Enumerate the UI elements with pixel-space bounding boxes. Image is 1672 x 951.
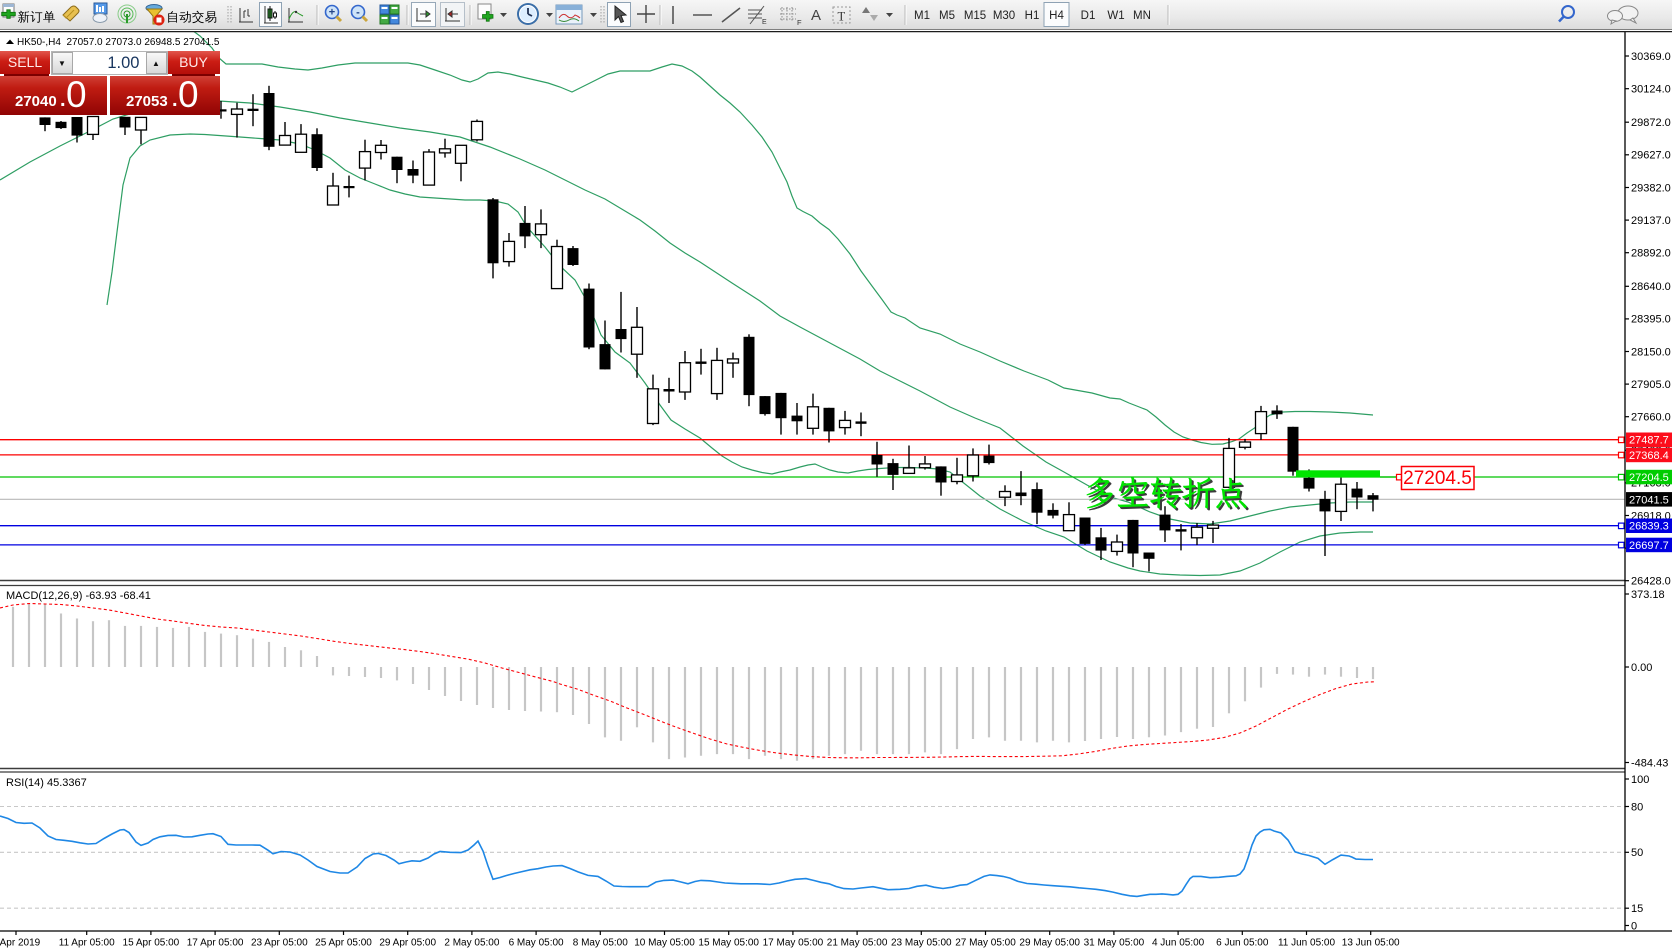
svg-text:HK50-,H4 27057.0 27073.0 2694: HK50-,H4 27057.0 27073.0 26948.5 27041.5: [17, 37, 220, 48]
svg-text:29 May 05:00: 29 May 05:00: [1019, 938, 1080, 949]
svg-text:30369.0: 30369.0: [1631, 51, 1671, 63]
svg-text:27660.0: 27660.0: [1631, 412, 1671, 424]
svg-text:10 May 05:00: 10 May 05:00: [634, 938, 695, 949]
svg-text:F: F: [797, 18, 802, 27]
svg-text:31 May 05:00: 31 May 05:00: [1084, 938, 1145, 949]
svg-text:23 May 05:00: 23 May 05:00: [891, 938, 952, 949]
svg-text:27905.0: 27905.0: [1631, 379, 1671, 391]
svg-text:28150.0: 28150.0: [1631, 346, 1671, 358]
svg-text:RSI(14) 45.3367: RSI(14) 45.3367: [6, 777, 87, 789]
svg-text:0: 0: [1631, 920, 1637, 932]
svg-text:E: E: [762, 19, 767, 26]
svg-text:27 May 05:00: 27 May 05:00: [955, 938, 1016, 949]
svg-text:MACD(12,26,9) -63.93 -68.41: MACD(12,26,9) -63.93 -68.41: [6, 590, 151, 602]
svg-text:17 Apr 05:00: 17 Apr 05:00: [187, 938, 244, 949]
svg-text:-484.43: -484.43: [1631, 757, 1668, 769]
svg-text:30124.0: 30124.0: [1631, 84, 1671, 96]
svg-text:27204.5: 27204.5: [1629, 472, 1669, 484]
svg-text:9 Apr 2019: 9 Apr 2019: [0, 938, 41, 949]
svg-text:28395.0: 28395.0: [1631, 314, 1671, 326]
svg-text:13 Jun 05:00: 13 Jun 05:00: [1342, 938, 1400, 949]
svg-text:23 Apr 05:00: 23 Apr 05:00: [251, 938, 308, 949]
svg-text:50: 50: [1631, 847, 1643, 859]
svg-text:11 Apr 05:00: 11 Apr 05:00: [59, 938, 115, 949]
svg-text:17 May 05:00: 17 May 05:00: [763, 938, 824, 949]
svg-text:H4: H4: [1049, 10, 1064, 22]
svg-text:H1: H1: [1025, 10, 1040, 22]
svg-text:15: 15: [1631, 903, 1643, 915]
svg-text:+: +: [329, 7, 335, 19]
svg-text:0.00: 0.00: [1631, 662, 1652, 674]
svg-text:M1: M1: [914, 10, 930, 22]
svg-text:29382.0: 29382.0: [1631, 182, 1671, 194]
svg-text:26697.7: 26697.7: [1629, 540, 1669, 552]
svg-text:29872.0: 29872.0: [1631, 117, 1671, 129]
svg-text:80: 80: [1631, 801, 1643, 813]
svg-text:100: 100: [1631, 774, 1649, 786]
svg-text:27368.4: 27368.4: [1629, 450, 1669, 462]
svg-text:21 May 05:00: 21 May 05:00: [827, 938, 888, 949]
svg-text:8 May 05:00: 8 May 05:00: [573, 938, 628, 949]
svg-text:27204.5: 27204.5: [1403, 468, 1472, 489]
svg-text:28640.0: 28640.0: [1631, 281, 1671, 293]
svg-text:A: A: [811, 7, 821, 24]
svg-text:29137.0: 29137.0: [1631, 215, 1671, 227]
svg-text:373.18: 373.18: [1631, 589, 1665, 601]
svg-text:M15: M15: [964, 10, 986, 22]
svg-text:26839.3: 26839.3: [1629, 521, 1669, 533]
svg-text:W1: W1: [1107, 10, 1124, 22]
svg-text:29627.0: 29627.0: [1631, 150, 1671, 162]
svg-text:4 Jun 05:00: 4 Jun 05:00: [1152, 938, 1205, 949]
svg-text:15 Apr 05:00: 15 Apr 05:00: [123, 938, 180, 949]
svg-text:MN: MN: [1133, 10, 1151, 22]
svg-text:26428.0: 26428.0: [1631, 576, 1671, 588]
svg-text:27041.5: 27041.5: [1629, 494, 1669, 506]
svg-text:11 Jun 05:00: 11 Jun 05:00: [1278, 938, 1336, 949]
svg-text:25 Apr 05:00: 25 Apr 05:00: [315, 938, 372, 949]
svg-text:2 May 05:00: 2 May 05:00: [444, 938, 499, 949]
svg-text:28892.0: 28892.0: [1631, 248, 1671, 260]
svg-text:M5: M5: [939, 10, 955, 22]
svg-text:T: T: [838, 10, 846, 24]
svg-text:M30: M30: [993, 10, 1015, 22]
svg-text:6 Jun 05:00: 6 Jun 05:00: [1216, 938, 1269, 949]
svg-text:27487.7: 27487.7: [1629, 435, 1669, 447]
svg-text:D1: D1: [1081, 10, 1096, 22]
svg-text:29 Apr 05:00: 29 Apr 05:00: [379, 938, 436, 949]
svg-text:-: -: [356, 7, 360, 19]
svg-text:15 May 05:00: 15 May 05:00: [698, 938, 759, 949]
svg-text:6 May 05:00: 6 May 05:00: [509, 938, 564, 949]
